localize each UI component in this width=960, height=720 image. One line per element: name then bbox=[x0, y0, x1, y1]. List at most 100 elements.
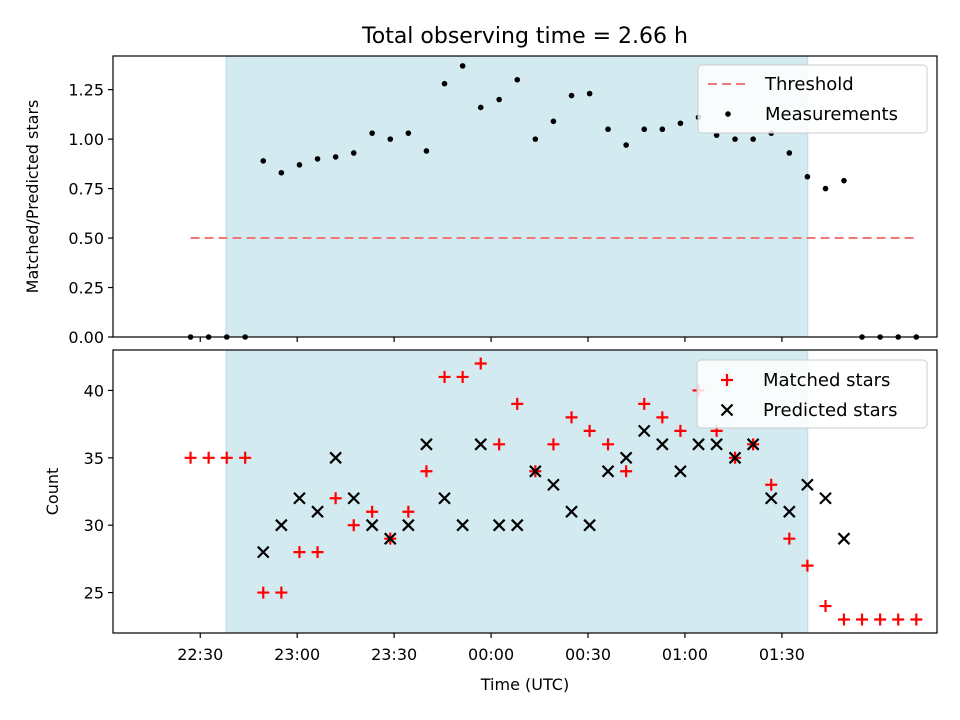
matched-stars-point bbox=[184, 451, 197, 464]
legend-measurements-label: Measurements bbox=[765, 104, 898, 125]
measurement-point bbox=[732, 136, 738, 142]
predicted-stars-point bbox=[637, 424, 651, 438]
predicted-stars-point bbox=[275, 518, 288, 532]
measurement-point bbox=[350, 150, 357, 156]
matched-stars-point bbox=[801, 559, 814, 572]
matched-stars-point bbox=[474, 357, 487, 370]
predicted-stars-point bbox=[420, 438, 433, 451]
predicted-stars-point bbox=[674, 465, 687, 478]
y-tick-label: 0.75 bbox=[68, 180, 104, 199]
measurement-point bbox=[641, 126, 648, 133]
x-tick-label: 23:30 bbox=[371, 645, 417, 664]
predicted-stars-point bbox=[619, 451, 633, 465]
measurement-point bbox=[332, 154, 339, 160]
measurement-point bbox=[605, 126, 611, 133]
measurement-point bbox=[296, 162, 303, 168]
measurement-point bbox=[659, 126, 666, 133]
measurement-point bbox=[441, 80, 448, 87]
y-tick-label: 0.50 bbox=[68, 229, 104, 248]
predicted-stars-point bbox=[256, 545, 270, 559]
matched-stars-point bbox=[602, 438, 615, 451]
x-tick-label: 01:30 bbox=[759, 645, 805, 664]
y-tick-label: 0.25 bbox=[68, 279, 104, 298]
measurement-point bbox=[804, 173, 811, 180]
predicted-stars-point bbox=[329, 451, 342, 465]
measurement-point bbox=[841, 177, 847, 184]
matched-stars-point bbox=[783, 532, 796, 545]
legend-predicted-label: Predicted stars bbox=[763, 400, 897, 421]
matched-stars-point bbox=[329, 492, 342, 505]
matched-stars-point bbox=[347, 519, 360, 532]
predicted-stars-point bbox=[438, 491, 451, 505]
measurement-point bbox=[459, 63, 466, 69]
measurement-point bbox=[260, 158, 267, 164]
y-tick-label: 35 bbox=[84, 449, 104, 468]
y-tick-label: 40 bbox=[84, 381, 104, 400]
legend-predicted-swatch bbox=[720, 403, 734, 417]
predicted-stars-point bbox=[837, 532, 851, 545]
matched-stars-point bbox=[565, 411, 578, 424]
predicted-stars-point bbox=[510, 518, 524, 532]
matched-stars-point bbox=[202, 451, 215, 464]
measurement-point bbox=[713, 132, 720, 138]
matched-stars-point bbox=[366, 505, 379, 518]
x-axis-label: Time (UTC) bbox=[480, 675, 569, 694]
measurement-point bbox=[532, 136, 539, 142]
measurement-point bbox=[278, 169, 285, 176]
predicted-stars-point bbox=[383, 532, 397, 545]
predicted-stars-point bbox=[547, 478, 560, 492]
matched-stars-point bbox=[874, 613, 887, 626]
y-axis-label: Matched/Predicted stars bbox=[23, 100, 42, 294]
predicted-stars-point bbox=[656, 438, 669, 451]
matched-stars-point bbox=[275, 586, 288, 599]
predicted-stars-point bbox=[529, 465, 542, 478]
measurement-point bbox=[568, 92, 575, 99]
measurement-point bbox=[786, 150, 793, 156]
matched-stars-point bbox=[656, 411, 669, 424]
measurement-point bbox=[586, 90, 593, 97]
y-tick-label: 1.00 bbox=[68, 130, 104, 149]
legend-box bbox=[697, 64, 928, 134]
matched-stars-point bbox=[620, 465, 633, 478]
legend-matched-swatch bbox=[721, 374, 733, 386]
matched-stars-point bbox=[765, 478, 778, 491]
predicted-stars-point bbox=[819, 491, 832, 505]
matched-stars-point bbox=[311, 546, 324, 559]
matched-stars-point bbox=[239, 451, 252, 464]
x-tick-label: 00:00 bbox=[468, 645, 514, 664]
x-tick-label: 00:30 bbox=[565, 645, 611, 664]
measurement-point bbox=[677, 120, 684, 127]
predicted-stars-point bbox=[764, 491, 778, 505]
measurement-point bbox=[477, 104, 484, 111]
measurement-point bbox=[514, 76, 521, 83]
measurement-point bbox=[314, 156, 321, 162]
matched-stars-point bbox=[456, 370, 469, 383]
matched-stars-point bbox=[856, 613, 869, 626]
predicted-stars-point bbox=[801, 478, 814, 492]
matched-stars-point bbox=[511, 397, 524, 410]
y-tick-label: 1.25 bbox=[68, 81, 104, 100]
y-tick-label: 25 bbox=[84, 584, 104, 603]
matched-stars-point bbox=[438, 370, 451, 383]
predicted-stars-point bbox=[710, 438, 723, 451]
matched-stars-point bbox=[837, 613, 850, 626]
measurement-point bbox=[750, 136, 756, 142]
predicted-stars-point bbox=[311, 505, 324, 518]
legend-measurements-swatch bbox=[725, 111, 731, 117]
predicted-stars-point bbox=[583, 518, 596, 532]
y-tick-label: 0.00 bbox=[68, 328, 104, 347]
matched-stars-point bbox=[493, 438, 506, 451]
figure-title: Total observing time = 2.66 h bbox=[361, 24, 688, 49]
predicted-stars-point bbox=[293, 491, 306, 505]
x-tick-label: 23:00 bbox=[274, 645, 320, 664]
matched-stars-point bbox=[420, 465, 433, 478]
predicted-stars-point bbox=[402, 518, 415, 532]
panel-1: 0.00 0.25 0.50 0.75 1.00 1.25 Matched/Predicte… bbox=[23, 55, 938, 347]
measurement-point bbox=[423, 148, 430, 154]
matched-stars-point bbox=[220, 451, 233, 464]
matched-stars-point bbox=[819, 600, 832, 613]
legend: Threshold Measurements bbox=[697, 64, 928, 134]
predicted-stars-point bbox=[565, 505, 578, 518]
matched-stars-point bbox=[638, 397, 651, 410]
